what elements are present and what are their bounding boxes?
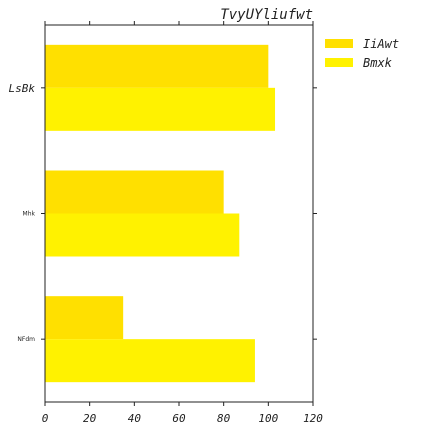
legend-label-IiAwt: IiAwt [363, 37, 399, 51]
y-tick-label-NFdm: NFdm [17, 336, 35, 343]
bar-IiAwt-NFdm [45, 296, 124, 340]
bar-IiAwt-LsBk [45, 44, 269, 88]
chart-title: TvyUYliufwt [220, 7, 313, 23]
x-axis: 0 20 40 60 80 100 120 [42, 21, 323, 425]
bar-Bmxk-NFdm [45, 339, 255, 383]
x-tick-label-100: 100 [258, 412, 278, 425]
x-tick-label-60: 60 [172, 412, 186, 425]
y-tick-label-Mhk: Mhk [23, 211, 36, 218]
y-tick-label-LsBk: LsBk [9, 82, 36, 95]
bars [45, 44, 276, 383]
legend-swatch-IiAwt [325, 39, 353, 48]
bar-IiAwt-Mhk [45, 170, 224, 214]
x-tick-label-20: 20 [83, 412, 97, 425]
legend-swatch-Bmxk [325, 58, 353, 67]
x-tick-label-40: 40 [128, 412, 142, 425]
x-tick-label-120: 120 [303, 412, 323, 425]
y-axis: LsBk Mhk NFdm [9, 82, 317, 343]
bar-Bmxk-Mhk [45, 213, 240, 257]
bar-Bmxk-LsBk [45, 87, 276, 131]
x-tick-label-0: 0 [42, 412, 49, 425]
x-tick-label-80: 80 [217, 412, 231, 425]
legend-label-Bmxk: Bmxk [363, 56, 393, 70]
legend: IiAwt Bmxk [325, 37, 399, 70]
